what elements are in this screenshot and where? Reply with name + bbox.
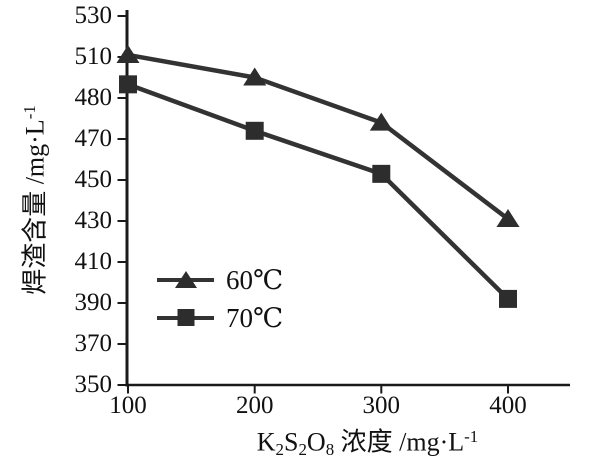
series-line-60c [127, 52, 510, 221]
axis-title-segment: 浓度 /mg·L [334, 427, 465, 457]
legend: 60℃ 70℃ [157, 261, 283, 337]
y-tick-label: 350 [74, 371, 113, 398]
x-tick-label: 300 [362, 392, 401, 419]
legend-key-70c [157, 305, 214, 331]
y-tick-label: 430 [74, 207, 113, 234]
legend-entry-70c: 70℃ [157, 299, 283, 337]
axis-title-segment: -1 [20, 105, 39, 120]
axis-title-segment: S [284, 427, 299, 457]
y-tick-label: 530 [74, 2, 113, 29]
axis-title-segment: K [256, 427, 276, 457]
data-point-square [499, 289, 517, 308]
data-point-triangle [496, 208, 520, 227]
y-axis-title: 焊渣含量 /mg·L-1 [14, 29, 50, 371]
legend-key-60c [157, 267, 214, 293]
triangle-marker-icon [174, 271, 197, 288]
x-tick-label: 400 [489, 392, 527, 419]
x-axis-title: K2S2O8 浓度 /mg·L-1 [180, 421, 555, 461]
y-tick-label: 390 [74, 289, 113, 316]
axis-title-segment: 8 [325, 440, 335, 460]
axis-title-segment: -1 [464, 427, 479, 446]
data-point-triangle [116, 44, 140, 63]
data-point-square [245, 121, 264, 140]
y-tick-label: 510 [74, 43, 113, 70]
axis-title-segment: 2 [298, 440, 307, 460]
y-tick-label: 410 [74, 248, 113, 275]
legend-entry-60c: 60℃ [157, 261, 283, 299]
data-point-square [372, 164, 391, 183]
axis-title-segment: 2 [275, 440, 284, 460]
x-tick-label: 100 [109, 392, 147, 419]
series-line-70c [127, 82, 510, 301]
y-tick-label: 470 [74, 125, 113, 152]
square-marker-icon [177, 309, 194, 326]
data-point-triangle [369, 112, 393, 131]
axis-title-segment: O [306, 427, 326, 457]
legend-label-60c: 60℃ [226, 265, 284, 295]
axis-title-segment: 焊渣含量 /mg·L [20, 119, 50, 295]
data-point-square [119, 75, 137, 94]
x-tick-label: 200 [235, 392, 274, 419]
y-tick-label: 370 [74, 330, 113, 357]
y-tick-label: 450 [74, 166, 113, 193]
y-tick-label: 480 [74, 84, 113, 111]
legend-label-70c: 70℃ [226, 303, 284, 333]
data-point-triangle [243, 67, 267, 86]
